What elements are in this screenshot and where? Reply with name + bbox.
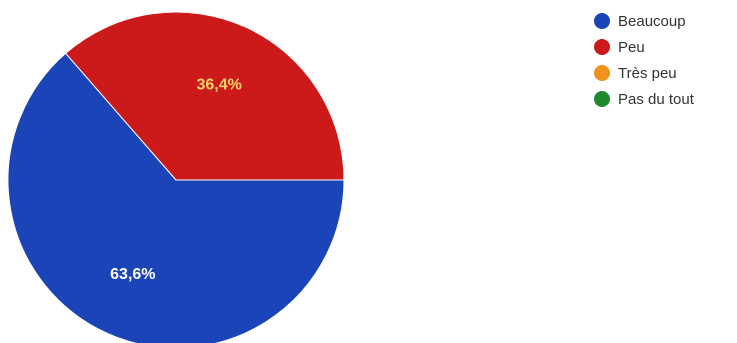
legend-swatch-beaucoup: [594, 13, 610, 29]
slice-label-peu: 36,4%: [196, 76, 241, 93]
legend-label-tres-peu: Très peu: [618, 64, 677, 82]
legend-item-beaucoup[interactable]: Beaucoup: [594, 12, 694, 30]
legend-swatch-pas-du-tout: [594, 91, 610, 107]
chart-legend: Beaucoup Peu Très peu Pas du tout: [594, 12, 694, 116]
legend-swatch-peu: [594, 39, 610, 55]
legend-label-beaucoup: Beaucoup: [618, 12, 686, 30]
slice-label-beaucoup: 63,6%: [110, 266, 155, 283]
legend-label-peu: Peu: [618, 38, 645, 56]
legend-item-tres-peu[interactable]: Très peu: [594, 64, 694, 82]
pie-slice-beaucoup[interactable]: [7, 52, 345, 343]
pie-slice-peu[interactable]: [64, 11, 345, 181]
legend-item-peu[interactable]: Peu: [594, 38, 694, 56]
legend-label-pas-du-tout: Pas du tout: [618, 90, 694, 108]
legend-swatch-tres-peu: [594, 65, 610, 81]
legend-item-pas-du-tout[interactable]: Pas du tout: [594, 90, 694, 108]
